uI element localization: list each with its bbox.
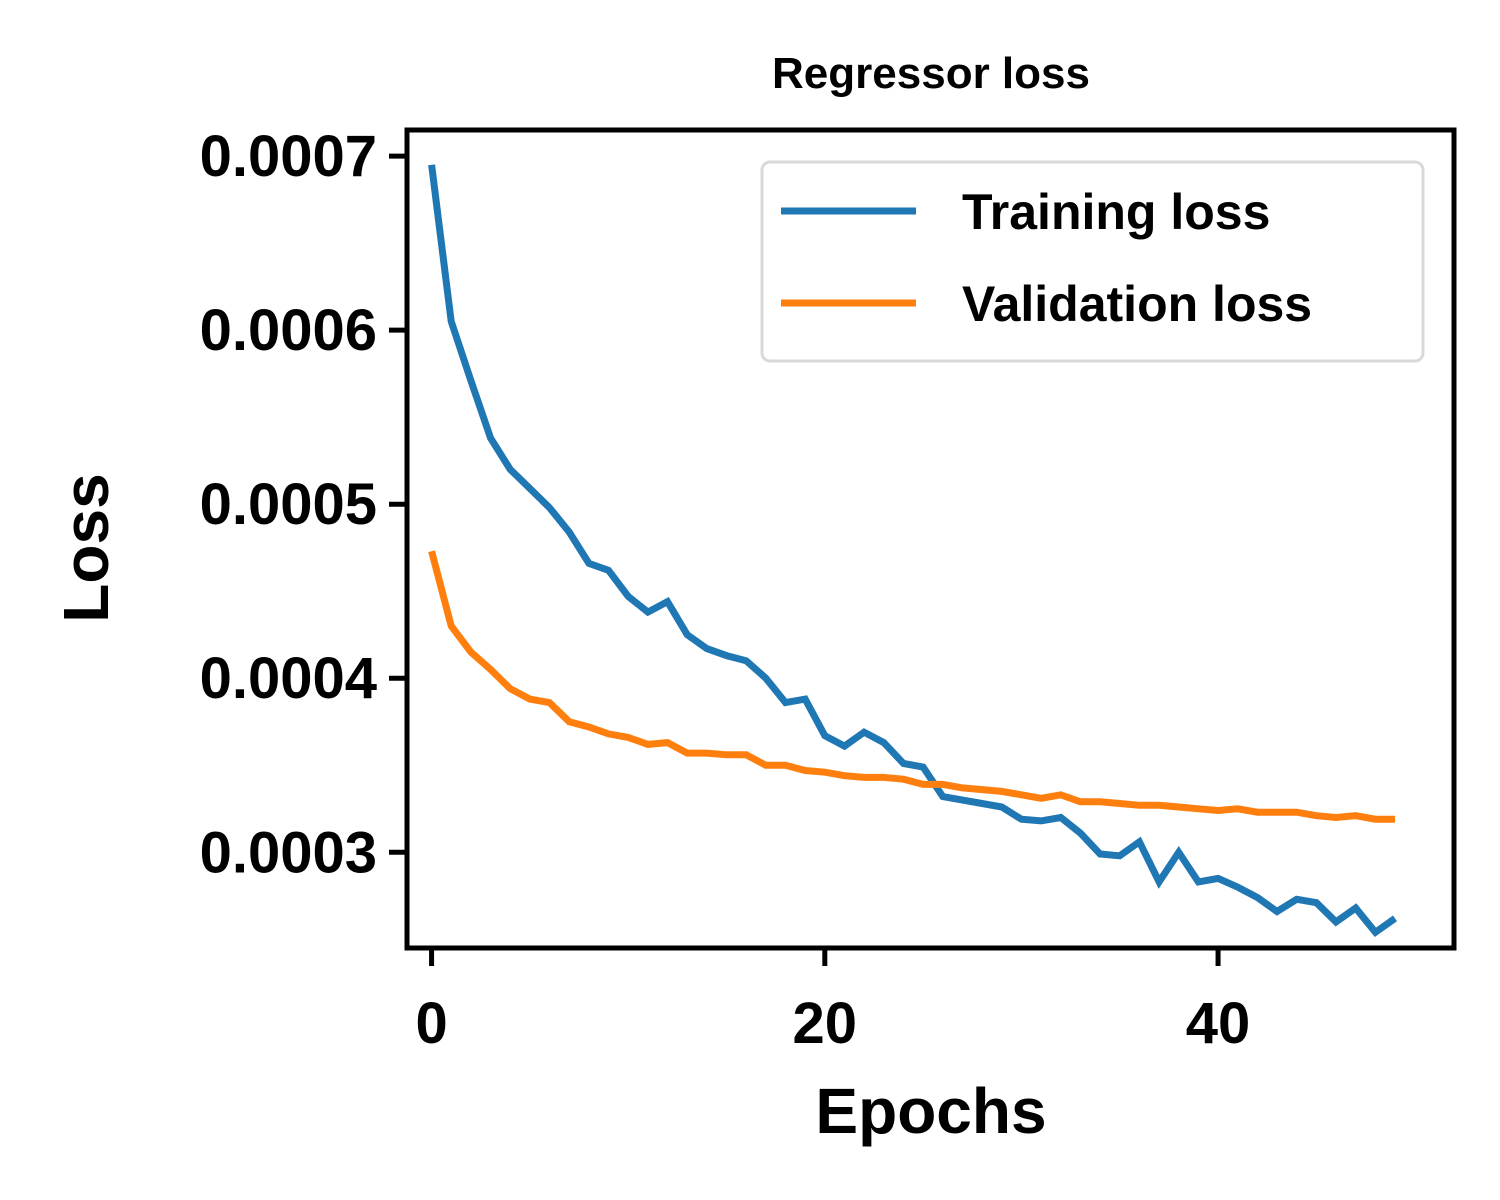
series-line-training-loss [428,164,1398,938]
series-line-validation-loss [428,550,1395,823]
y-tick-label: 0.0003 [200,820,377,885]
x-tick-label: 20 [793,991,858,1056]
plot-frame [404,127,1457,951]
x-axis-label: Epochs [815,1075,1046,1147]
x-tick-label: 40 [1186,991,1251,1056]
y-tick-label: 0.0007 [200,124,377,189]
y-tick-label: 0.0006 [200,298,377,363]
y-tick-label: 0.0004 [200,646,377,711]
chart-title: Regressor loss [772,49,1090,98]
x-axis-ticks: 0 20 40 [415,948,1250,1056]
y-axis-label: Loss [50,473,122,622]
legend-label: Validation loss [962,276,1312,332]
legend-label: Training loss [962,184,1270,240]
legend: Training loss Validation loss [760,160,1425,363]
y-tick-label: 0.0005 [200,472,377,537]
plot-lines [428,164,1398,938]
y-axis-ticks: 0.0003 0.0004 0.0005 0.0006 0.0007 [200,124,407,885]
legend-box [760,160,1425,363]
x-tick-label: 0 [415,991,447,1056]
